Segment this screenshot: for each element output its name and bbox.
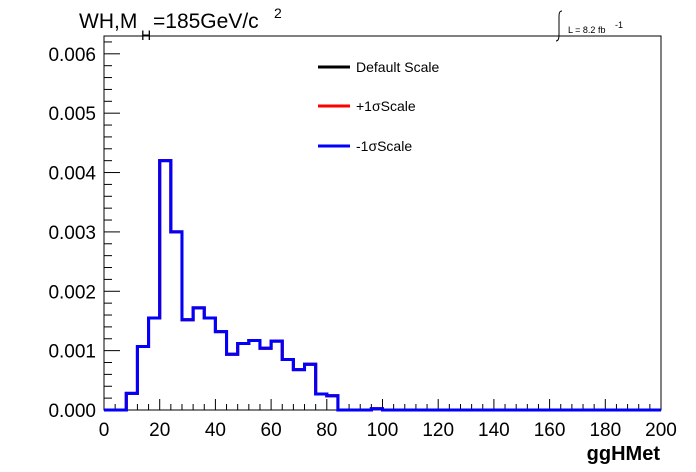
legend: Default Scale +1σScale -1σScale (318, 59, 439, 154)
chart-title-subscript: H (141, 27, 151, 43)
x-tick-label: 60 (261, 420, 282, 441)
x-tick-label: 120 (422, 420, 454, 441)
x-tick-label: 180 (589, 420, 621, 441)
y-tick-label: 0.002 (48, 282, 96, 303)
x-tick-label: 40 (205, 420, 226, 441)
y-tick-label: 0.001 (48, 342, 96, 363)
luminosity-label: L = 8.2 fb -1 (555, 10, 623, 42)
y-axis: 0.000 0.001 0.002 0.003 0.004 0.005 0.006 (48, 41, 120, 422)
x-tick-label: 100 (367, 420, 399, 441)
integral-sign-icon (555, 10, 563, 42)
y-tick-label: 0.006 (48, 45, 96, 66)
series-histogram-0 (104, 159, 661, 412)
x-tick-label: 200 (645, 420, 677, 441)
y-tick-label: 0.000 (48, 401, 96, 422)
legend-label-plus1sigma-scale: +1σScale (356, 98, 416, 114)
y-tick-label: 0.004 (48, 164, 96, 185)
x-tick-label: 160 (534, 420, 566, 441)
luminosity-text: L = 8.2 fb (568, 25, 605, 35)
chart-title-main: WH,M (79, 10, 137, 33)
plot-frame (103, 35, 662, 411)
legend-label-default-scale: Default Scale (356, 59, 439, 75)
luminosity-exponent: -1 (615, 20, 623, 30)
x-tick-label: 0 (99, 420, 110, 441)
x-axis-title: ggHMet (587, 443, 661, 465)
legend-label-minus1sigma-scale: -1σScale (356, 138, 412, 154)
y-tick-label: 0.005 (48, 104, 96, 125)
x-tick-label: 80 (316, 420, 337, 441)
chart-title-superscript: 2 (274, 5, 282, 21)
chart-title-rest: =185GeV/c (153, 10, 259, 33)
y-tick-label: 0.003 (48, 223, 96, 244)
series-histogram-1 (104, 159, 661, 412)
x-axis: 0 20 40 60 80 100 120 140 160 180 200 (99, 399, 677, 441)
x-tick-label: 20 (149, 420, 170, 441)
series-group (104, 159, 661, 412)
series-histogram-2 (104, 159, 661, 412)
x-tick-label: 140 (478, 420, 510, 441)
